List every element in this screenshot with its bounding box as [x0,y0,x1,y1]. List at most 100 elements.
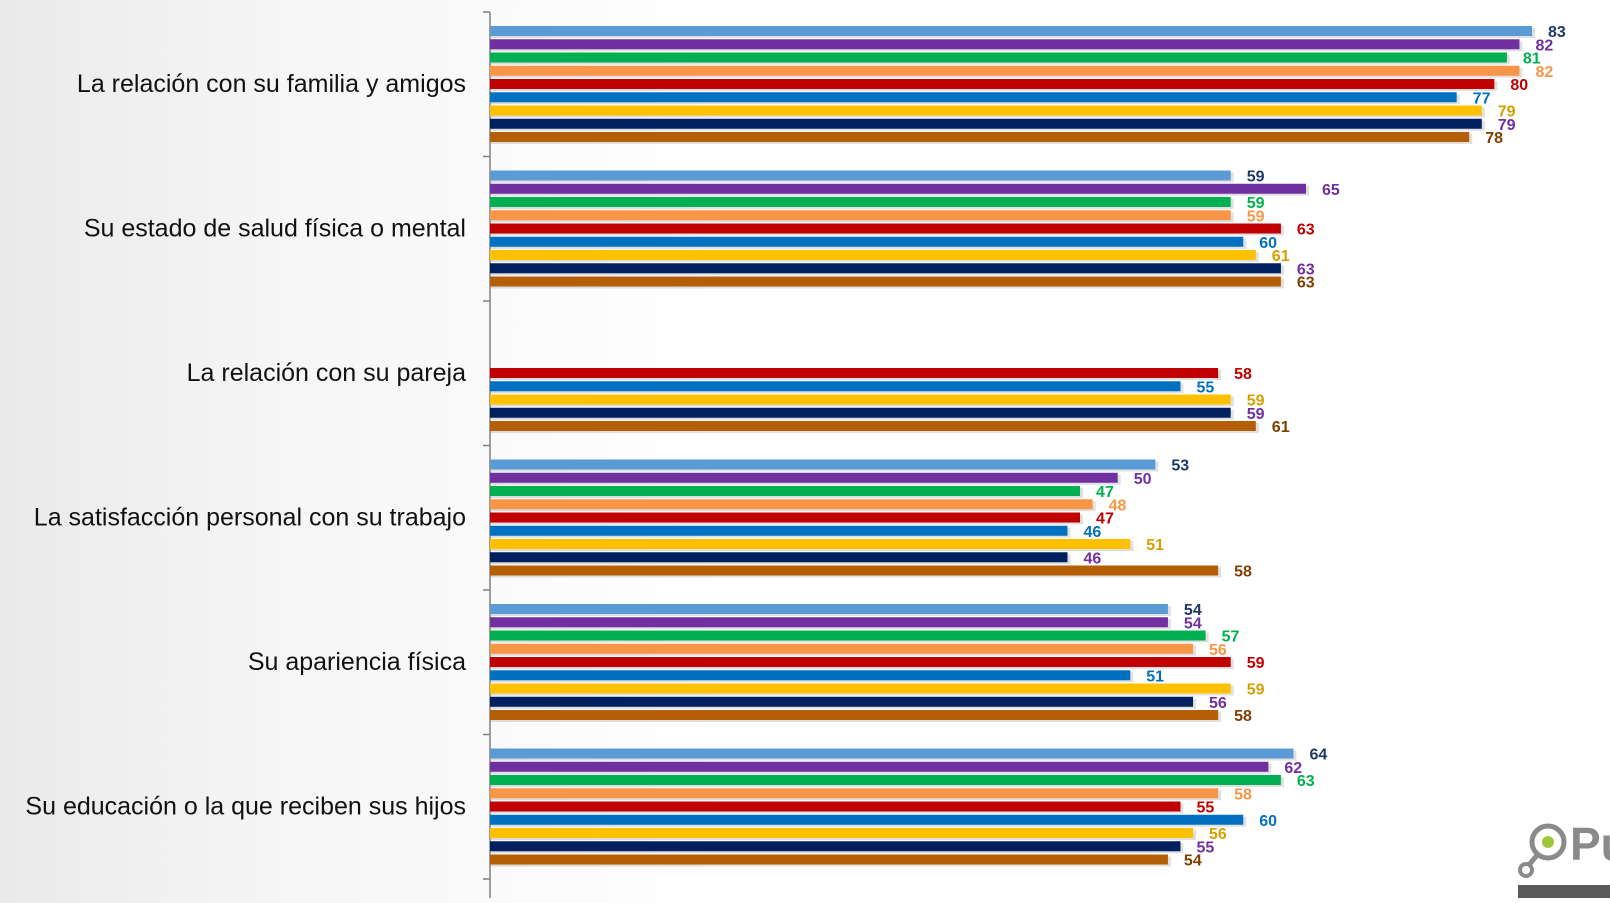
value-labels: 8382818280777979785965595963606163635855… [1083,24,1565,870]
bar [490,748,1294,759]
bar [490,657,1231,667]
bar [490,696,1194,707]
bar [490,604,1168,614]
bar [490,710,1219,720]
value-label: 82 [1535,37,1553,54]
bar [490,170,1231,181]
category-label: La satisfacción personal con su trabajo [34,503,466,531]
value-label: 54 [1184,853,1202,870]
value-label: 58 [1234,366,1252,383]
bar [490,65,1520,76]
category-labels: La relación con su familia y amigos Su es… [25,70,466,821]
value-label: 80 [1510,77,1528,94]
bar [490,39,1520,50]
value-label: 64 [1309,747,1327,764]
value-label: 81 [1523,51,1541,68]
logo: Pú [1518,812,1610,898]
value-label: 58 [1234,786,1252,803]
value-label: 51 [1146,668,1164,685]
value-label: 63 [1297,222,1315,239]
bar [490,841,1181,852]
category-label: La relación con su pareja [187,359,466,387]
bar [490,539,1131,549]
bars [490,26,1535,867]
value-label: 83 [1548,24,1566,41]
value-label: 82 [1535,64,1553,81]
bar [490,775,1281,785]
bar [490,197,1231,207]
value-label: 63 [1297,773,1315,790]
value-label: 54 [1184,602,1202,619]
value-label: 57 [1222,629,1240,646]
bar [490,683,1231,694]
bar [490,52,1507,63]
value-label: 60 [1259,813,1277,830]
value-label: 56 [1209,695,1227,712]
value-label: 63 [1297,261,1315,278]
bar [490,105,1482,116]
bar [490,552,1068,563]
bar [490,630,1206,641]
bar [490,223,1281,234]
value-label: 46 [1083,524,1101,541]
bar [490,459,1156,470]
bar [490,276,1281,287]
value-label: 77 [1473,90,1491,107]
bar [490,368,1219,378]
value-label: 50 [1134,471,1152,488]
bar [490,788,1219,799]
bar [490,394,1231,405]
value-label: 55 [1196,800,1214,817]
value-label: 47 [1096,484,1114,501]
bar [490,183,1307,194]
bar [490,670,1131,681]
value-label: 48 [1109,497,1127,514]
bar [490,565,1219,576]
logo-footer-strip [1518,885,1610,898]
value-label: 59 [1247,655,1265,672]
bar [490,421,1256,431]
bar [490,79,1495,89]
value-label: 56 [1209,642,1227,659]
value-label: 79 [1498,104,1516,121]
bar [490,525,1068,536]
value-label: 59 [1247,195,1265,212]
value-label: 59 [1247,406,1265,423]
bar [490,828,1194,838]
bar [490,512,1081,523]
bar [490,643,1194,654]
value-label: 55 [1196,839,1214,856]
value-label: 61 [1272,248,1290,265]
bar [490,761,1269,772]
value-label: 54 [1184,615,1202,632]
logo-icon: Pú [1518,818,1610,878]
value-label: 58 [1234,564,1252,581]
bar [490,92,1457,103]
value-label: 62 [1284,760,1302,777]
bar [490,263,1281,274]
bar [490,854,1168,865]
bar [490,499,1093,510]
value-label: 59 [1247,169,1265,186]
bar [490,381,1181,392]
bar [490,118,1482,129]
bar [490,617,1168,628]
value-label: 59 [1247,393,1265,410]
bar [490,486,1081,496]
category-label: Su apariencia física [248,648,466,676]
category-label: La relación con su familia y amigos [77,70,466,98]
value-label: 79 [1498,117,1516,134]
value-label: 56 [1209,826,1227,843]
value-label: 61 [1272,419,1290,436]
bar [490,210,1231,221]
value-label: 46 [1083,550,1101,567]
value-label: 65 [1322,182,1340,199]
bar [490,472,1118,483]
value-label: 63 [1297,275,1315,292]
bar [490,814,1244,825]
logo-text: Pú [1570,818,1610,870]
value-label: 53 [1171,458,1189,475]
bar [490,236,1244,247]
